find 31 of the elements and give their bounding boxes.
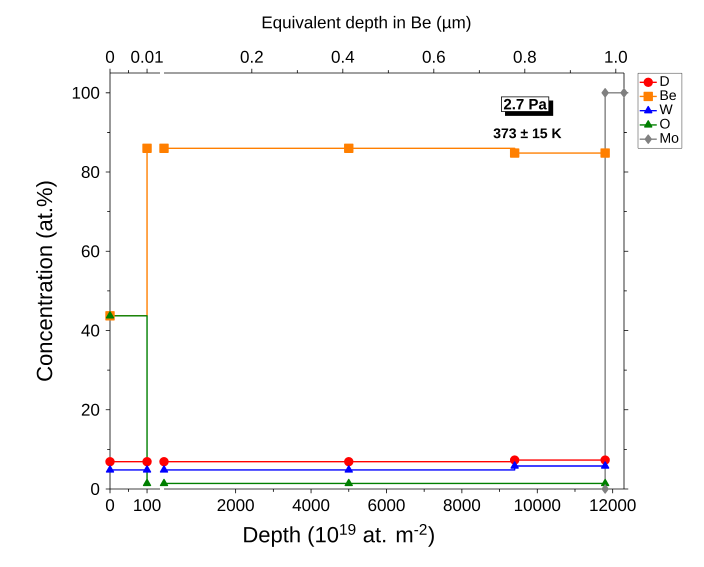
x-tick-label: 12000 — [590, 499, 636, 512]
x2-tick-label: 0.2 — [240, 50, 263, 63]
annotation: 373 ± 15 K — [494, 128, 562, 138]
x-tick-label: 8000 — [444, 499, 480, 512]
legend-label: Be — [660, 90, 676, 100]
y-tick-label: 0 — [91, 482, 100, 496]
x2-tick-label: 0.8 — [514, 50, 536, 63]
legend-label: O — [660, 118, 670, 129]
x-tick-label: 2000 — [218, 499, 254, 512]
x2-tick-label: 0.6 — [422, 50, 445, 63]
x2-tick-label: 0.4 — [332, 50, 354, 63]
y-tick-label: 60 — [82, 245, 100, 258]
x2-axis-title: Equivalent depth in Be (µm) — [262, 16, 470, 32]
x-tick-label: 10000 — [514, 499, 560, 512]
x2-tick-label: 0.01 — [131, 50, 163, 63]
x-tick-label: 6000 — [368, 499, 405, 512]
x-axis-title: Depth (10$^{19}$ at. m$^{-2}$) — [244, 524, 434, 547]
x-tick-label: 100 — [134, 499, 161, 512]
y-axis-title: Concentration (at.%) — [36, 182, 57, 381]
x2-tick-label: 0 — [106, 50, 114, 63]
y-tick-label: 100 — [72, 86, 100, 99]
y-tick-label: 20 — [82, 404, 100, 416]
x2-tick-label: 1.0 — [605, 50, 627, 63]
annotation: 2.7 Pa — [504, 98, 547, 110]
y-tick-label: 80 — [82, 166, 100, 178]
legend-label: Mo — [660, 133, 678, 143]
legend-label: D — [660, 76, 669, 86]
legend-label: W — [660, 104, 673, 114]
y-tick-label: 40 — [81, 324, 100, 337]
x-tick-label: 4000 — [292, 499, 330, 512]
x-tick-label: 0 — [106, 499, 114, 512]
